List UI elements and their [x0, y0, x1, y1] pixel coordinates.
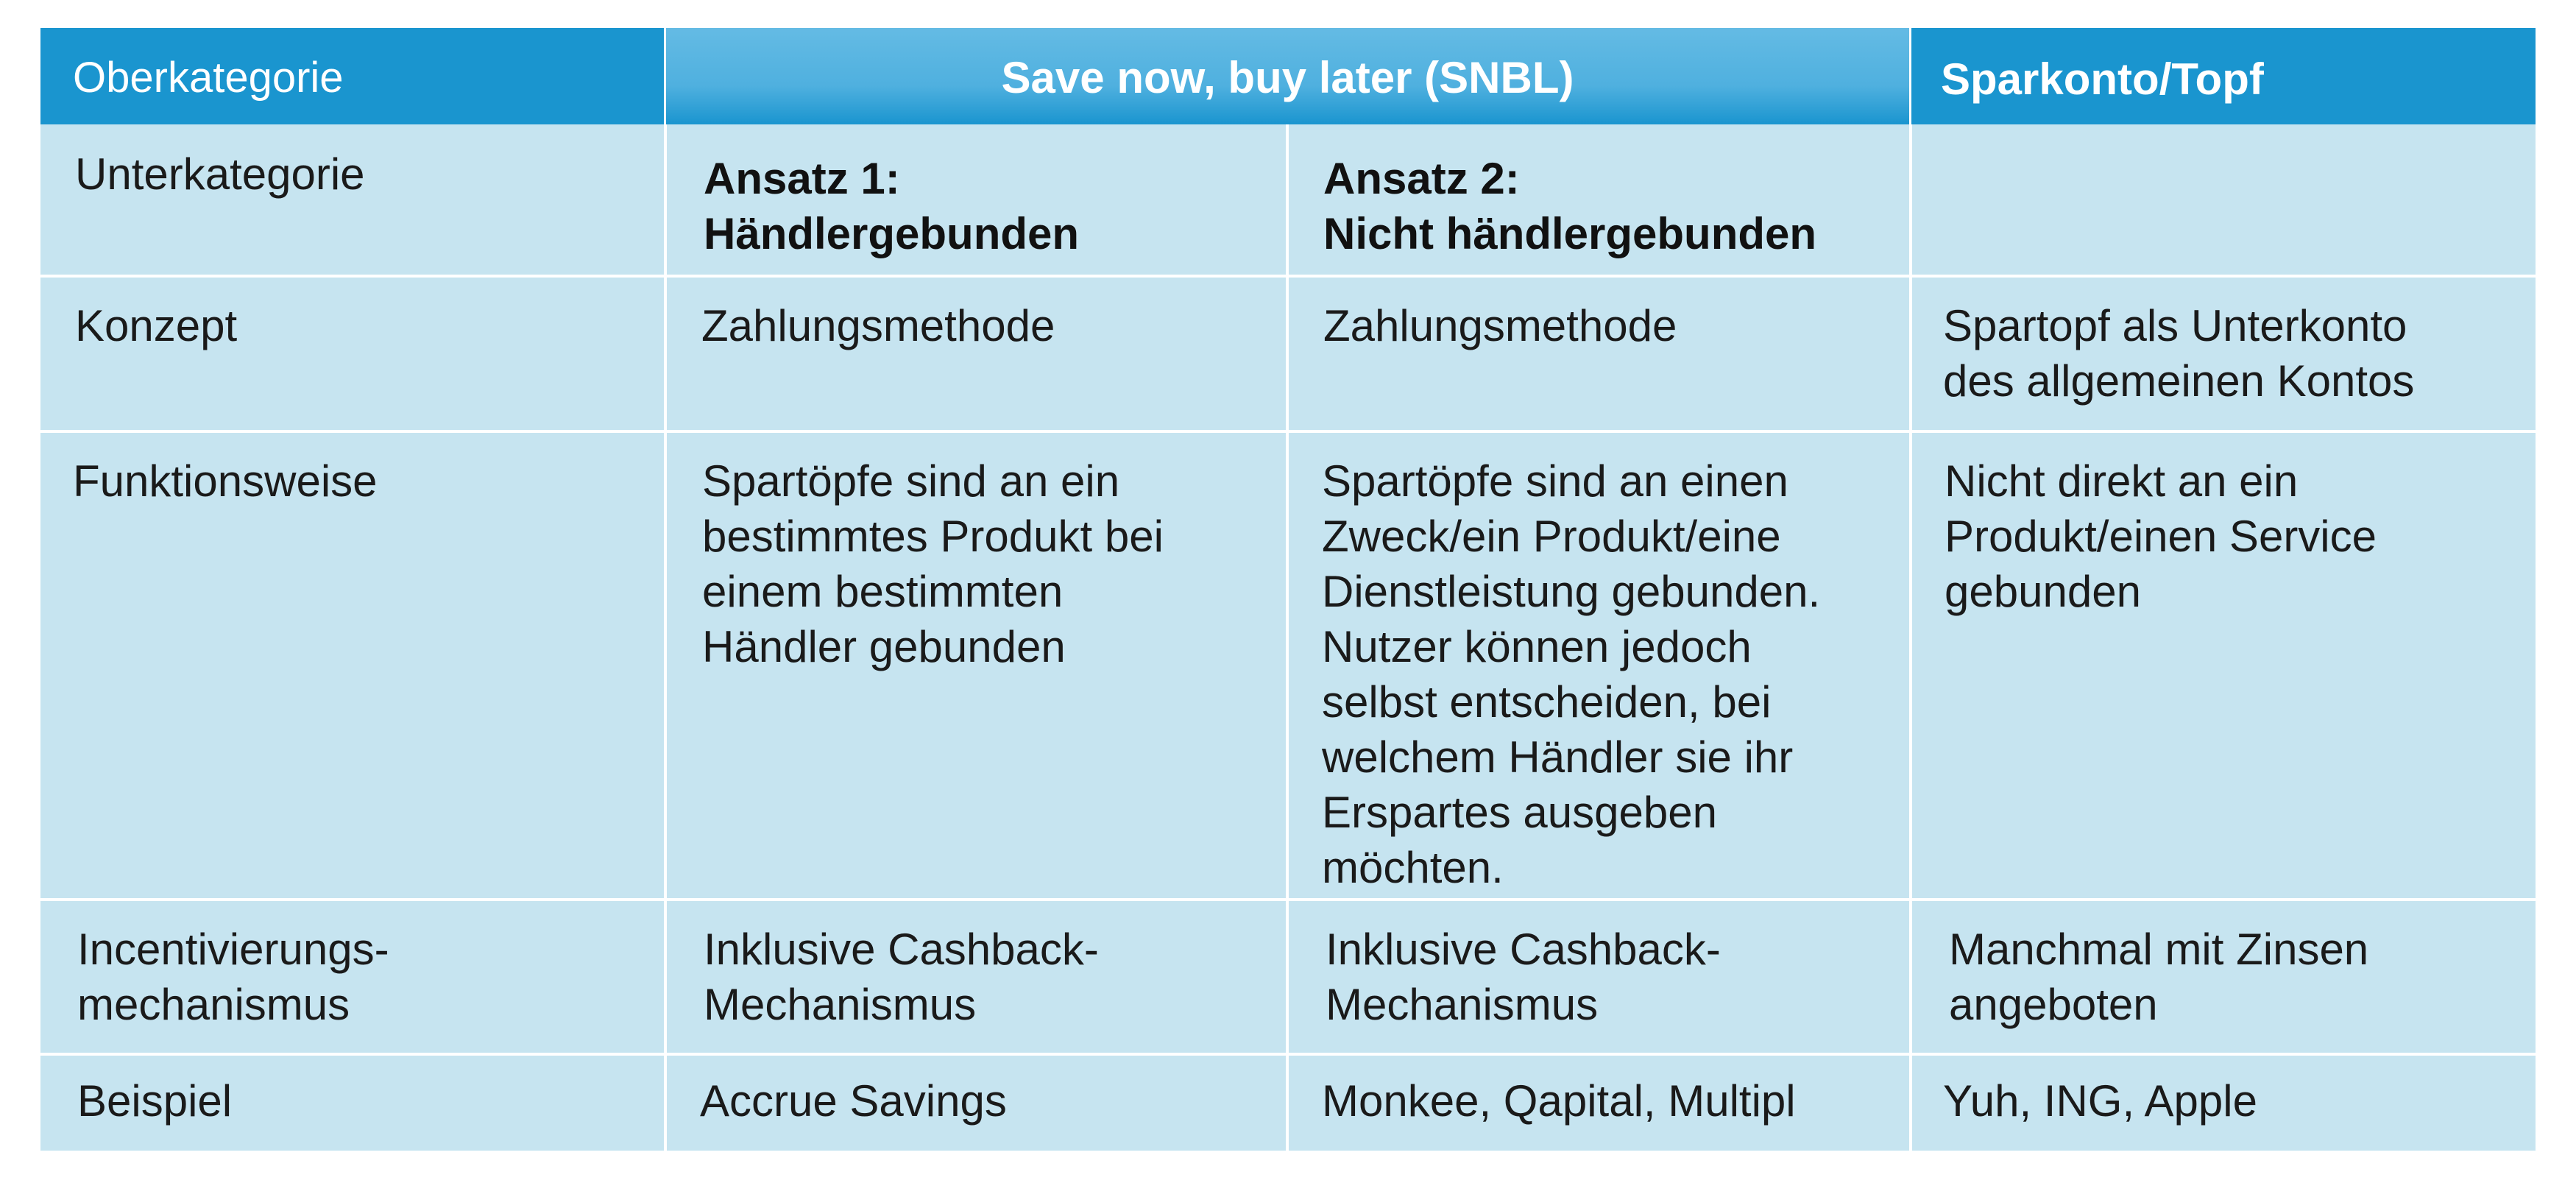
konzept-ansatz2: Zahlungsmethode [1286, 275, 1909, 430]
unterkategorie-label: Unterkategorie [75, 149, 365, 199]
konzept-sparkonto-line1: Spartopf als Unterkonto [1943, 301, 2407, 350]
konzept-sparkonto: Spartopf als Unterkonto des allgemeinen … [1909, 275, 2536, 430]
incentivierung-ansatz2-line2: Mechanismus [1326, 980, 1599, 1029]
incentivierung-sparkonto-line2: angeboten [1949, 980, 2158, 1029]
konzept-ansatz1: Zahlungsmethode [664, 275, 1286, 430]
ansatz2-line2: Nicht händlergebunden [1323, 209, 1817, 258]
ansatz1-line1: Ansatz 1: [704, 154, 900, 203]
incentivierung-ansatz1-line2: Mechanismus [704, 980, 977, 1029]
incentivierung-label-line2: mechanismus [77, 980, 350, 1029]
beispiel-ansatz1: Accrue Savings [664, 1053, 1286, 1151]
funktionsweise-ansatz2-line: selbst entscheiden, bei [1322, 677, 1772, 727]
row-beispiel-label: Beispiel [40, 1053, 664, 1151]
funktionsweise-sparkonto: Nicht direkt an ein Produkt/einen Servic… [1909, 430, 2536, 898]
row-unterkategorie-label: Unterkategorie [40, 124, 664, 275]
beispiel-sparkonto: Yuh, ING, Apple [1909, 1053, 2536, 1151]
ansatz2-line1: Ansatz 2: [1323, 154, 1520, 203]
funktionsweise-ansatz1-line: bestimmtes Produkt bei [702, 512, 1164, 561]
funktionsweise-ansatz1-line: einem bestimmten [702, 567, 1064, 616]
row-konzept-label: Konzept [40, 275, 664, 430]
unterkategorie-sparkonto [1909, 124, 2536, 275]
konzept-ansatz1-text: Zahlungsmethode [701, 301, 1055, 350]
konzept-ansatz2-text: Zahlungsmethode [1323, 301, 1677, 350]
header-snbl: Save now, buy later (SNBL) [664, 28, 1909, 124]
header-sparkonto-text: Sparkonto/Topf [1941, 54, 2264, 104]
incentivierung-ansatz2: Inklusive Cashback- Mechanismus [1286, 898, 1909, 1053]
funktionsweise-ansatz2-line: Dienstleistung gebunden. [1322, 567, 1821, 616]
comparison-table: Oberkategorie Save now, buy later (SNBL)… [40, 28, 2536, 1151]
incentivierung-label-line1: Incentivierungs- [77, 925, 389, 974]
beispiel-label: Beispiel [77, 1076, 233, 1126]
unterkategorie-ansatz2: Ansatz 2: Nicht händlergebunden [1286, 124, 1909, 275]
ansatz1-line2: Händlergebunden [704, 209, 1080, 258]
funktionsweise-sparkonto-line: Nicht direkt an ein [1945, 456, 2299, 506]
funktionsweise-ansatz2-line: welchem Händler sie ihr [1322, 732, 1794, 782]
funktionsweise-ansatz2-line: Spartöpfe sind an einen [1322, 456, 1788, 506]
beispiel-ansatz2: Monkee, Qapital, Multipl [1286, 1053, 1909, 1151]
funktionsweise-sparkonto-line: Produkt/einen Service [1945, 512, 2377, 561]
funktionsweise-ansatz1: Spartöpfe sind an ein bestimmtes Produkt… [664, 430, 1286, 898]
incentivierung-sparkonto-line1: Manchmal mit Zinsen [1949, 925, 2369, 974]
funktionsweise-ansatz2-line: Erspartes ausgeben [1322, 788, 1718, 837]
beispiel-ansatz2-text: Monkee, Qapital, Multipl [1322, 1076, 1796, 1126]
header-snbl-text: Save now, buy later (SNBL) [1001, 53, 1574, 102]
row-incentivierung-label: Incentivierungs- mechanismus [40, 898, 664, 1053]
funktionsweise-ansatz2: Spartöpfe sind an einen Zweck/ein Produk… [1286, 430, 1909, 898]
funktionsweise-ansatz2-line: möchten. [1322, 843, 1504, 892]
header-oberkategorie-text: Oberkategorie [73, 54, 344, 102]
header-oberkategorie: Oberkategorie [40, 28, 664, 124]
incentivierung-ansatz1-line1: Inklusive Cashback- [704, 925, 1099, 974]
incentivierung-sparkonto: Manchmal mit Zinsen angeboten [1909, 898, 2536, 1053]
beispiel-ansatz1-text: Accrue Savings [700, 1076, 1007, 1126]
unterkategorie-ansatz1: Ansatz 1: Händlergebunden [664, 124, 1286, 275]
funktionsweise-ansatz1-line: Spartöpfe sind an ein [702, 456, 1120, 506]
konzept-sparkonto-line2: des allgemeinen Kontos [1943, 356, 2415, 406]
row-funktionsweise-label: Funktionsweise [40, 430, 664, 898]
funktionsweise-sparkonto-line: gebunden [1945, 567, 2141, 616]
funktionsweise-ansatz2-line: Nutzer können jedoch [1322, 622, 1752, 671]
incentivierung-ansatz2-line1: Inklusive Cashback- [1326, 925, 1721, 974]
konzept-label: Konzept [75, 301, 238, 350]
incentivierung-ansatz1: Inklusive Cashback- Mechanismus [664, 898, 1286, 1053]
header-sparkonto: Sparkonto/Topf [1909, 28, 2536, 124]
beispiel-sparkonto-text: Yuh, ING, Apple [1943, 1076, 2257, 1126]
funktionsweise-ansatz1-line: Händler gebunden [702, 622, 1066, 671]
funktionsweise-label: Funktionsweise [73, 456, 378, 506]
funktionsweise-ansatz2-line: Zweck/ein Produkt/eine [1322, 512, 1781, 561]
